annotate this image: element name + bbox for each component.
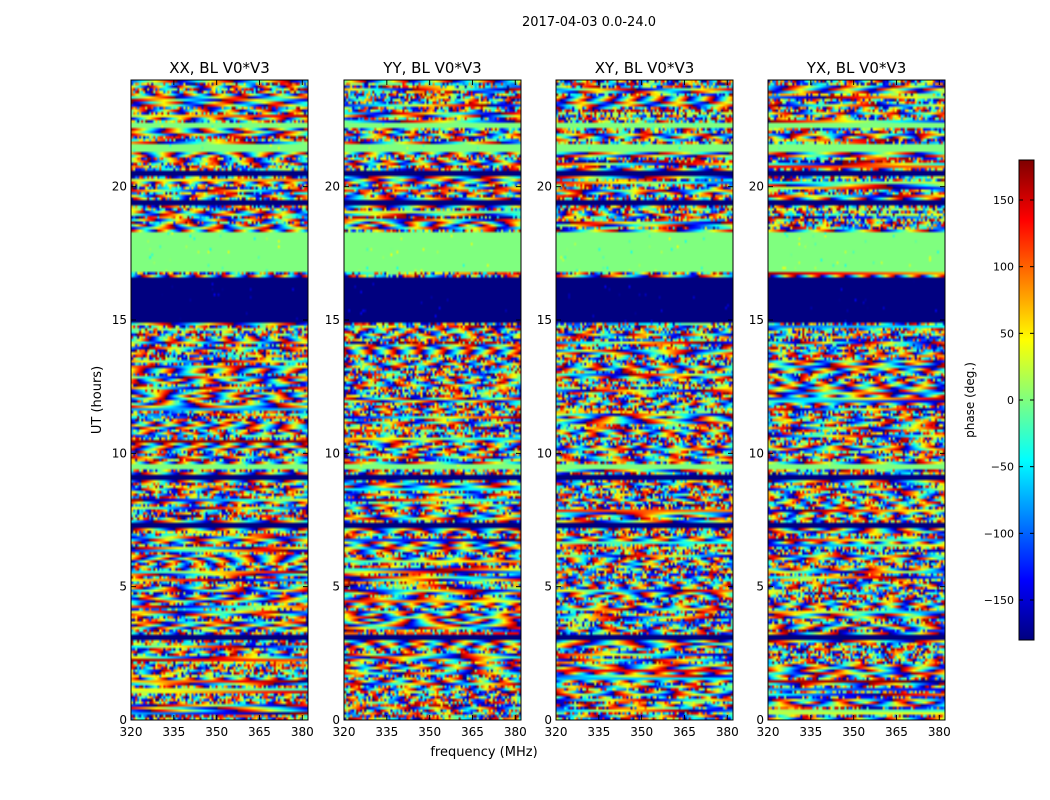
figure-suptitle: 2017-04-03 0.0-24.0 bbox=[522, 15, 656, 30]
y-tick-label: 10 bbox=[749, 446, 764, 460]
x-tick-label: 380 bbox=[928, 725, 951, 739]
x-tick-label: 365 bbox=[673, 725, 696, 739]
y-tick-label: 5 bbox=[544, 580, 552, 594]
y-tick-label: 10 bbox=[537, 446, 552, 460]
y-tick-label: 20 bbox=[325, 180, 340, 194]
y-tick-label: 15 bbox=[537, 313, 552, 327]
panel-frame bbox=[767, 79, 946, 721]
x-tick-label: 335 bbox=[375, 725, 398, 739]
heatmap-image-yy bbox=[344, 80, 521, 720]
x-tick-label: 350 bbox=[842, 725, 865, 739]
y-tick-label: 20 bbox=[112, 180, 127, 194]
panel-xy: XY, BL V0*V3 320 335 350 365 380 0 5 10 15 20 bbox=[537, 59, 739, 739]
y-tick-label: 20 bbox=[749, 180, 764, 194]
heatmap-image-xy bbox=[556, 80, 733, 720]
y-tick-label: 15 bbox=[325, 313, 340, 327]
x-tick-label: 320 bbox=[545, 725, 568, 739]
panel-title: YY, BL V0*V3 bbox=[382, 59, 481, 77]
colorbar-tick-label: 150 bbox=[993, 194, 1014, 207]
panel-frame bbox=[343, 79, 522, 721]
y-tick-label: 20 bbox=[537, 180, 552, 194]
x-tick-label: 335 bbox=[162, 725, 185, 739]
x-axis-label: frequency (MHz) bbox=[430, 745, 537, 760]
x-tick-label: 320 bbox=[333, 725, 356, 739]
y-tick-label: 15 bbox=[112, 313, 127, 327]
panel-yy: YY, BL V0*V3 320 335 350 365 380 0 5 10 15 20 bbox=[325, 59, 527, 739]
x-tick-label: 380 bbox=[504, 725, 527, 739]
colorbar-label: phase (deg.) bbox=[963, 362, 977, 438]
y-tick-label: 0 bbox=[119, 713, 127, 727]
panel-yx: YX, BL V0*V3 320 335 350 365 380 0 5 10 15 20 bbox=[749, 59, 951, 739]
colorbar-tick-label: −100 bbox=[984, 527, 1014, 540]
y-tick-label: 10 bbox=[325, 446, 340, 460]
heatmap-image-yx bbox=[768, 80, 945, 720]
x-tick-label: 365 bbox=[461, 725, 484, 739]
panel-title: YX, BL V0*V3 bbox=[806, 59, 907, 77]
x-tick-label: 335 bbox=[799, 725, 822, 739]
y-tick-label: 15 bbox=[749, 313, 764, 327]
panel-title: XY, BL V0*V3 bbox=[595, 59, 695, 77]
y-tick-label: 0 bbox=[332, 713, 340, 727]
colorbar-tick-label: −150 bbox=[984, 594, 1014, 607]
x-tick-label: 350 bbox=[205, 725, 228, 739]
colorbar-tick-label: −50 bbox=[991, 461, 1014, 474]
heatmap-image-xx bbox=[131, 80, 308, 720]
colorbar-tick-label: 100 bbox=[993, 261, 1014, 274]
x-tick-label: 365 bbox=[248, 725, 271, 739]
panel-frame bbox=[130, 79, 309, 721]
panel-title: XX, BL V0*V3 bbox=[169, 59, 270, 77]
x-tick-label: 380 bbox=[291, 725, 314, 739]
y-tick-label: 10 bbox=[112, 446, 127, 460]
x-tick-label: 320 bbox=[757, 725, 780, 739]
x-tick-label: 320 bbox=[120, 725, 143, 739]
x-tick-label: 335 bbox=[587, 725, 610, 739]
y-axis-label: UT (hours) bbox=[90, 366, 105, 434]
panel-frame bbox=[555, 79, 734, 721]
colorbar-tick-label: 50 bbox=[1000, 327, 1014, 340]
y-tick-label: 5 bbox=[119, 580, 127, 594]
panel-xx: XX, BL V0*V3 320 335 350 365 380 0 5 10 15 20 bbox=[112, 59, 314, 739]
colorbar-tick-label: 0 bbox=[1007, 394, 1014, 407]
y-tick-label: 0 bbox=[544, 713, 552, 727]
y-tick-label: 5 bbox=[332, 580, 340, 594]
colorbar: 150 100 50 0 −50 −100 −150 phase (deg.) bbox=[963, 159, 1035, 641]
x-tick-label: 350 bbox=[630, 725, 653, 739]
y-tick-label: 0 bbox=[756, 713, 764, 727]
x-tick-label: 350 bbox=[418, 725, 441, 739]
y-tick-label: 5 bbox=[756, 580, 764, 594]
x-tick-label: 380 bbox=[716, 725, 739, 739]
x-tick-label: 365 bbox=[885, 725, 908, 739]
